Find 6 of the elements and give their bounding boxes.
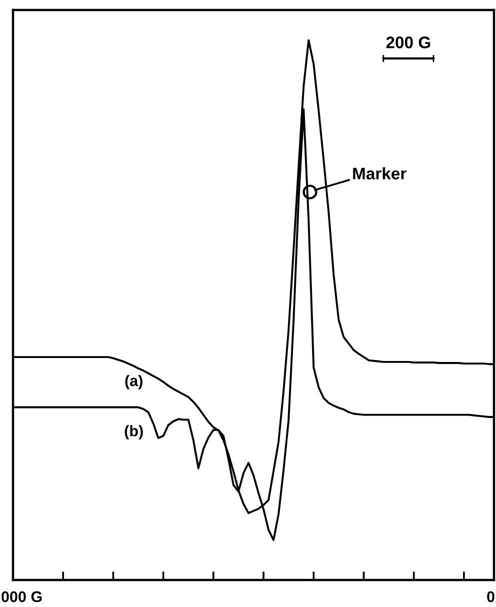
annotation: Marker — [353, 167, 406, 180]
series-label: (a) — [125, 374, 142, 390]
text: 000 G — [2, 591, 42, 602]
series-label: (b) — [124, 425, 143, 440]
annotation: 200 G — [386, 36, 430, 48]
text: 0 — [487, 591, 494, 602]
